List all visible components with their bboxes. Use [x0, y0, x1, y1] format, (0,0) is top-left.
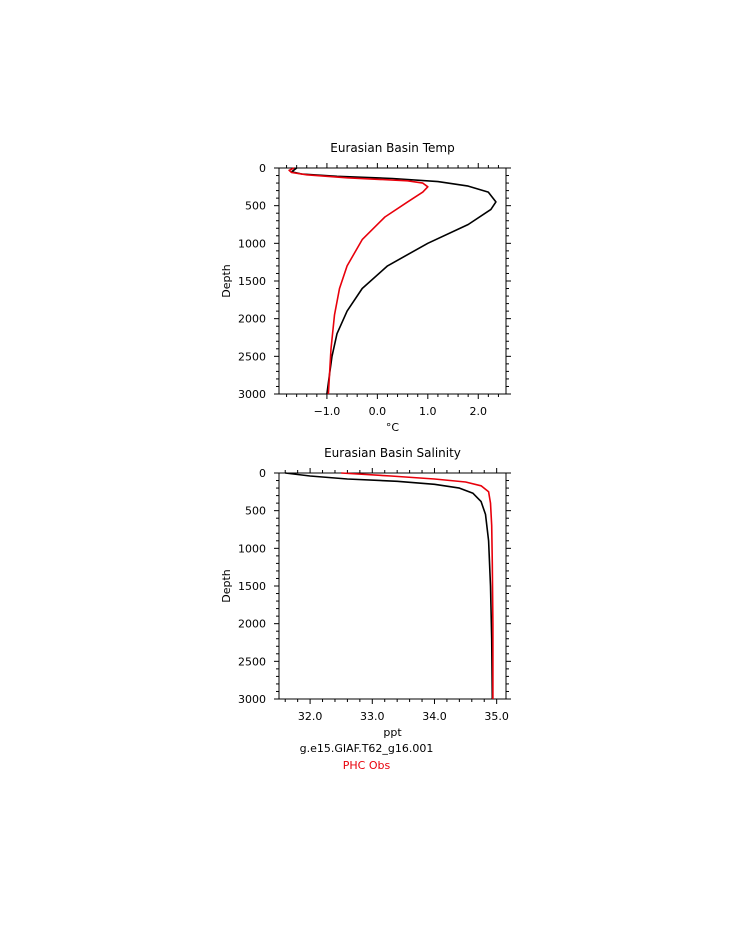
salinity-title: Eurasian Basin Salinity: [324, 446, 461, 460]
temp-ylabel: Depth: [220, 264, 233, 298]
temp-ytick-label: 2500: [238, 350, 266, 363]
temp-obs-line: [288, 167, 429, 395]
salinity-xtick-label: 33.0: [360, 710, 385, 723]
temp-xtick-label: 0.0: [369, 405, 387, 418]
temp-frame: [278, 167, 507, 395]
temp-model-line: [290, 167, 497, 395]
salinity-ytick-label: 500: [245, 505, 266, 518]
temp-ytick-label: 2000: [238, 313, 266, 326]
temp-ytick-label: 1000: [238, 237, 266, 250]
salinity-ytick-label: 1500: [238, 580, 266, 593]
temp-ytick-label: 500: [245, 200, 266, 213]
legend-model-label: g.e15.GIAF.T62_g16.001: [299, 742, 434, 755]
salinity-ylabel: Depth: [220, 569, 233, 603]
salinity-ytick-label: 1000: [238, 542, 266, 555]
legend-obs-label: PHC Obs: [342, 759, 391, 772]
salinity-ytick-label: 0: [259, 467, 266, 480]
salinity-xtick-label: 35.0: [484, 710, 509, 723]
temp-xlabel: °C: [386, 421, 400, 434]
temp-panel: Eurasian Basin Temp 0 500 1000 1500 2000 2500 3…: [220, 141, 511, 434]
temp-xtick-label: 2.0: [470, 405, 488, 418]
salinity-model-line: [285, 472, 494, 700]
salinity-xtick-label: 32.0: [298, 710, 323, 723]
salinity-xtick-label: 34.0: [422, 710, 447, 723]
salinity-panel: Eurasian Basin Salinity 0 500 1000 1500 2000 2…: [220, 446, 511, 739]
salinity-ytick-label: 3000: [238, 693, 266, 706]
temp-xtick-label: 1.0: [419, 405, 437, 418]
temp-ytick-label: 3000: [238, 388, 266, 401]
salinity-frame: [278, 472, 507, 700]
salinity-xlabel: ppt: [383, 726, 402, 739]
temp-title: Eurasian Basin Temp: [330, 141, 454, 155]
temp-ytick-label: 0: [259, 162, 266, 175]
salinity-ytick-label: 2500: [238, 655, 266, 668]
legend: g.e15.GIAF.T62_g16.001 PHC Obs: [0, 740, 733, 774]
salinity-obs-line: [341, 472, 494, 699]
salinity-ytick-label: 2000: [238, 618, 266, 631]
temp-xtick-label: −1.0: [314, 405, 341, 418]
temp-ytick-label: 1500: [238, 275, 266, 288]
